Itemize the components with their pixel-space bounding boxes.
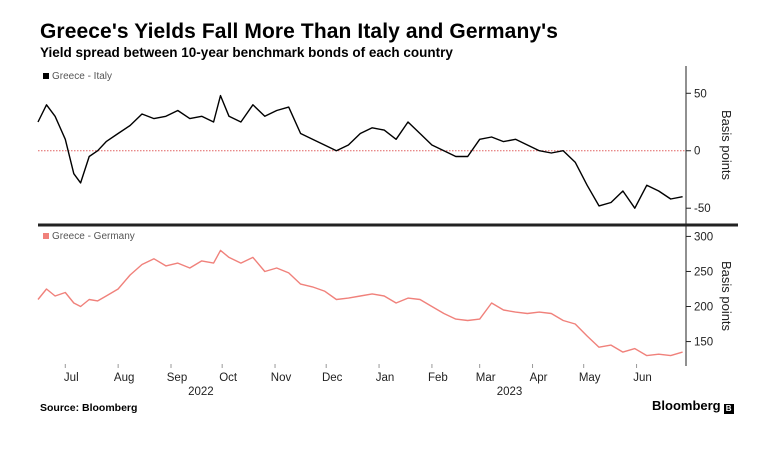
- y-tick-label: 0: [694, 146, 700, 158]
- series-line-greece-italy: [37, 94, 683, 209]
- panel-1: 50 0 -50 Greece - Italy Basis points: [37, 71, 734, 215]
- legend-label: Greece - Italy: [52, 71, 112, 82]
- chart-title: Greece's Yields Fall More Than Italy and…: [40, 20, 559, 43]
- legend-1: Greece - Italy: [43, 71, 112, 82]
- x-tick-label: Nov: [271, 372, 292, 384]
- y-tick-label: 300: [694, 231, 713, 243]
- x-tick-label: Jul: [64, 372, 79, 384]
- x-tick-label: Sep: [167, 372, 187, 384]
- source-label: Source: Bloomberg: [40, 402, 138, 414]
- x-tick-label: Apr: [530, 372, 548, 384]
- x-tick-label: Oct: [219, 372, 238, 384]
- brand-name: Bloomberg: [652, 398, 721, 413]
- x-year-label: 2023: [497, 386, 523, 398]
- legend-swatch: [43, 233, 49, 239]
- y-tick-label: 250: [694, 266, 713, 278]
- x-tick-label: Jun: [633, 372, 652, 384]
- x-tick-label: May: [579, 372, 601, 384]
- panel-2: 300 250 200 150 Greece - Germany Basis points…: [37, 231, 734, 398]
- y-axis-label: Basis points: [719, 110, 734, 181]
- legend-label: Greece - Germany: [52, 231, 135, 242]
- y-tick-label: 200: [694, 302, 713, 314]
- chart-subtitle: Yield spread between 10-year benchmark b…: [40, 45, 453, 60]
- y-tick-label: 50: [694, 88, 707, 100]
- brand-square-icon: B: [723, 404, 734, 414]
- x-tick-label: Jan: [376, 372, 395, 384]
- series-line-greece-germany: [37, 249, 683, 357]
- x-tick-label: Mar: [476, 372, 496, 384]
- legend-swatch: [43, 73, 49, 79]
- y-tick-label: 150: [694, 337, 713, 349]
- legend-2: Greece - Germany: [43, 231, 135, 242]
- x-tick-label: Aug: [114, 372, 134, 384]
- y-tick-label: -50: [694, 203, 711, 215]
- brand-logo: Bloomberg B: [652, 398, 734, 414]
- x-tick-label: Feb: [428, 372, 448, 384]
- x-tick-label: Dec: [322, 372, 343, 384]
- y-axis-label: Basis points: [719, 261, 734, 332]
- x-year-label: 2022: [188, 386, 214, 398]
